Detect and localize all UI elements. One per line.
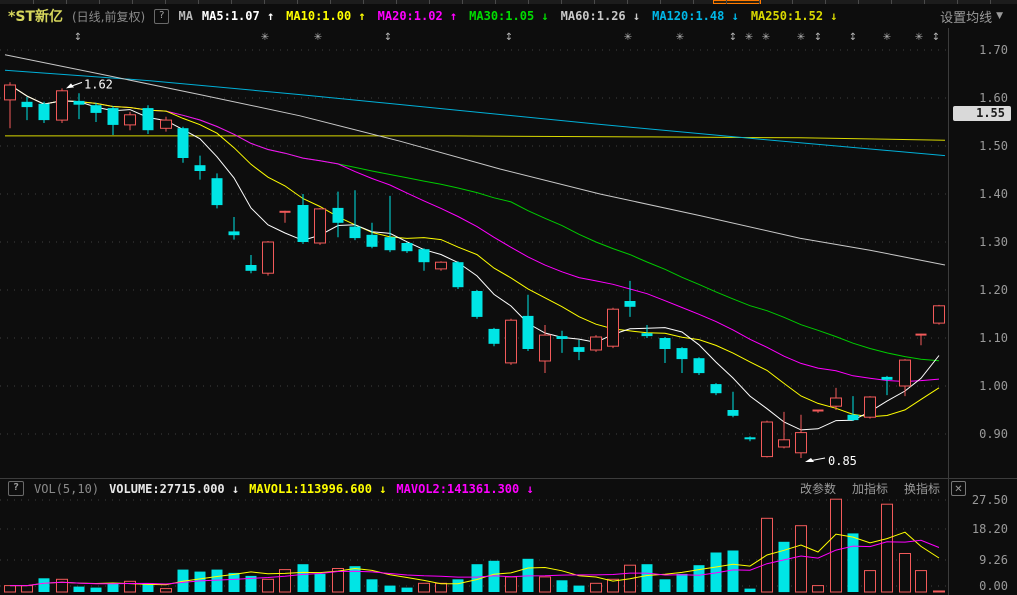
ma-settings-label: 设置均线 — [940, 10, 993, 26]
svg-text:↕: ↕ — [505, 32, 513, 43]
navigator-tick — [792, 0, 793, 4]
navigator-tick — [132, 0, 133, 4]
price-axis-label: 1.40 — [979, 187, 1008, 201]
svg-text:↕: ↕ — [814, 32, 822, 43]
main-chart-header: *ST新亿 (日线,前复权) ? MA MA5:1.07 ↑ MA10:1.00 … — [0, 4, 1017, 28]
svg-text:✳: ✳ — [261, 32, 269, 43]
indicator-buttons: 改参数 加指标 换指标 — [800, 480, 940, 497]
close-indicator-button[interactable]: ✕ — [951, 481, 966, 496]
navigator-range-handle[interactable] — [713, 0, 761, 4]
svg-text:✳: ✳ — [624, 32, 632, 43]
svg-text:1.62: 1.62 — [84, 77, 113, 91]
trend-arrow-icon: ↓ — [526, 481, 534, 496]
navigator-tick — [231, 0, 232, 4]
price-axis-label: 1.70 — [979, 43, 1008, 57]
price-axis-label: 1.20 — [979, 283, 1008, 297]
navigator-tick — [726, 0, 727, 4]
navigator-tick — [33, 0, 34, 4]
price-axis: 1.55 1.70 1.60 1.50 1.40 1.30 1.20 1.10 1.00 0.9… — [948, 28, 1017, 595]
navigator-tick — [594, 0, 595, 4]
navigator-tick — [924, 0, 925, 4]
navigator-tick — [495, 0, 496, 4]
change-params-button[interactable]: 改参数 — [799, 482, 836, 496]
svg-text:✳: ✳ — [745, 32, 753, 43]
svg-text:✳: ✳ — [314, 32, 322, 43]
svg-text:✳: ✳ — [883, 32, 891, 43]
ma-value-4: MA30:1.05 ↓ — [469, 9, 549, 23]
ma-value-7: MA250:1.52 ↓ — [750, 9, 838, 23]
price-axis-label: 1.50 — [979, 139, 1008, 153]
navigator-tick — [198, 0, 199, 4]
trend-arrow-icon: ↓ — [379, 481, 387, 496]
svg-text:0.85: 0.85 — [828, 454, 857, 468]
ma-settings-button[interactable]: 设置均线 ▼ — [940, 7, 1003, 26]
price-axis-label: 1.00 — [979, 379, 1008, 393]
navigator-tick — [396, 0, 397, 4]
navigator-tick — [66, 0, 67, 4]
help-icon[interactable]: ? — [8, 481, 25, 496]
ma-values: MA5:1.07 ↑ MA10:1.00 ↑ MA20:1.02 ↑ MA30:1.0… — [202, 9, 838, 23]
svg-text:↕: ↕ — [729, 32, 737, 43]
navigator-tick — [264, 0, 265, 4]
ma-value-1: MA5:1.07 ↑ — [201, 9, 275, 23]
navigator-tick — [297, 0, 298, 4]
volume-axis-label: 27.50 — [971, 493, 1008, 507]
navigator-tick — [429, 0, 430, 4]
svg-text:↕: ↕ — [932, 32, 940, 43]
price-axis-label: 1.60 — [979, 91, 1008, 105]
ma-value-5: MA60:1.26 ↓ — [560, 9, 641, 23]
navigator-tick — [330, 0, 331, 4]
price-axis-label: 0.90 — [979, 427, 1008, 441]
navigator-tick — [891, 0, 892, 4]
navigator-tick — [825, 0, 826, 4]
mavol2-value: MAVOL2:141361.300 ↓ — [396, 481, 534, 496]
help-icon[interactable]: ? — [154, 8, 170, 24]
volume-value: VOLUME:27715.000 ↓ — [109, 481, 240, 496]
ma-value-3: MA20:1.02 ↑ — [377, 9, 458, 23]
navigator-tick — [957, 0, 958, 4]
navigator-tick — [759, 0, 760, 4]
panel-divider — [0, 478, 1017, 479]
svg-text:↕: ↕ — [849, 32, 857, 43]
volume-header: ? VOL(5,10) VOLUME:27715.000 ↓ MAVOL1:11… — [0, 479, 948, 498]
price-axis-label: 1.30 — [979, 235, 1008, 249]
navigator-tick — [693, 0, 694, 4]
trend-arrow-icon: ↓ — [231, 481, 240, 496]
navigator-tick — [528, 0, 529, 4]
switch-indicator-button[interactable]: 换指标 — [903, 482, 940, 496]
period-label: (日线,前复权) — [71, 9, 146, 24]
ma-prefix: MA — [178, 9, 193, 23]
indicator-name: VOL(5,10) — [34, 481, 100, 496]
current-price-tag: 1.55 — [953, 106, 1011, 121]
svg-text:✳: ✳ — [762, 32, 770, 43]
navigator-tick — [858, 0, 859, 4]
volume-axis-label: 18.20 — [971, 522, 1008, 536]
price-axis-label: 1.10 — [979, 331, 1008, 345]
navigator-tick — [990, 0, 991, 4]
stock-symbol: *ST新亿 — [8, 9, 63, 25]
ma-value-6: MA120:1.48 ↓ — [652, 9, 739, 23]
add-indicator-button[interactable]: 加指标 — [851, 482, 888, 496]
navigator-tick — [627, 0, 628, 4]
candlestick-chart[interactable]: ↕ ✳ ✳ ↕ ↕ ✳ ✳ ↕ ✳ ✳ ✳ ↕ ↕ ✳ ✳ ↕ 1.62 0.85 — [0, 28, 948, 478]
svg-text:↕: ↕ — [74, 32, 82, 43]
caret-down-icon: ▼ — [996, 11, 1003, 21]
navigator-tick — [462, 0, 463, 4]
svg-text:✳: ✳ — [915, 32, 923, 43]
svg-text:↕: ↕ — [384, 32, 392, 43]
volume-axis-label: 0.00 — [979, 579, 1008, 593]
mavol1-value: MAVOL1:113996.600 ↓ — [249, 481, 387, 496]
volume-axis-label: 9.26 — [979, 553, 1008, 567]
navigator-tick — [165, 0, 166, 4]
svg-text:✳: ✳ — [797, 32, 805, 43]
volume-chart[interactable] — [0, 498, 948, 595]
navigator-tick — [99, 0, 100, 4]
navigator-tick — [561, 0, 562, 4]
svg-text:✳: ✳ — [676, 32, 684, 43]
ma-value-2: MA10:1.00 ↑ — [286, 9, 366, 23]
navigator-tick — [363, 0, 364, 4]
navigator-tick — [660, 0, 661, 4]
top-navigator-strip[interactable] — [0, 0, 1017, 4]
